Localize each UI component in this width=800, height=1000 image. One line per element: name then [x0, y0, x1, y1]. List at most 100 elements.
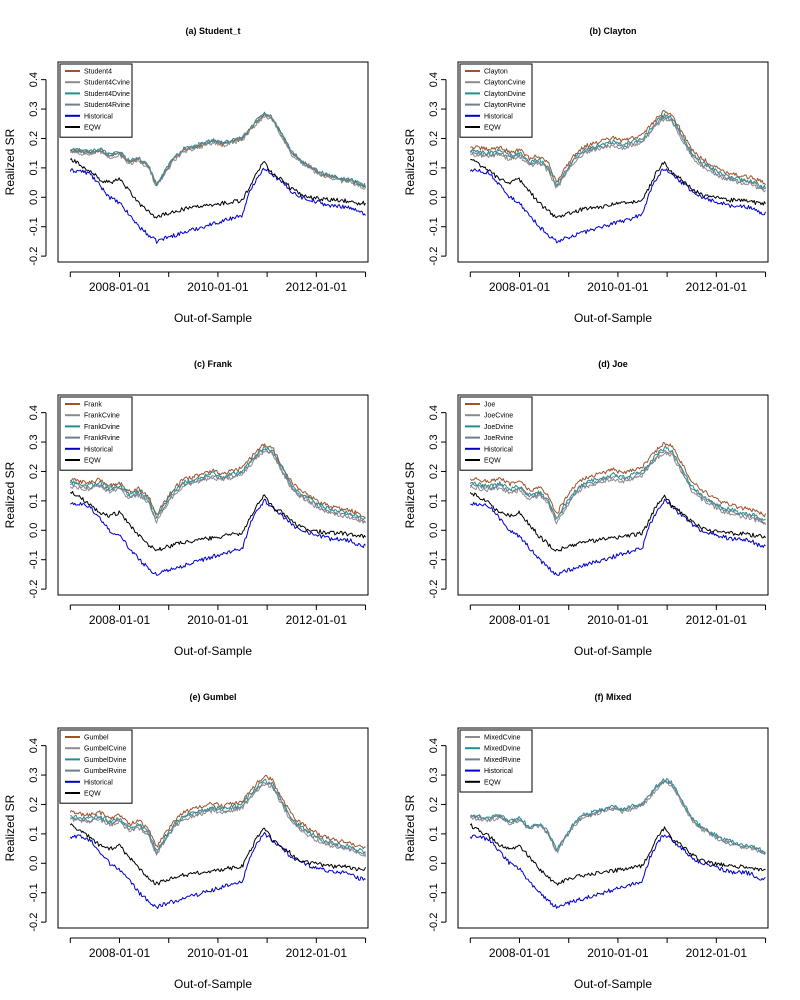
- series-line-EQW: [69, 823, 366, 886]
- series-line-JoeCvine: [469, 451, 766, 525]
- series-line-MixedCvine: [469, 780, 766, 855]
- y-tick-label: 0.1: [428, 826, 440, 841]
- y-axis-label: Realized SR: [403, 128, 417, 195]
- y-tick-label: 0.3: [28, 767, 40, 782]
- y-tick-label: 0.2: [28, 797, 40, 812]
- x-tick-label: 2012-01-01: [686, 280, 748, 294]
- series-line-Historical: [470, 498, 766, 576]
- y-tick-label: 0.1: [28, 826, 40, 841]
- y-tick-label: 0.4: [28, 405, 40, 420]
- series-line-EQW: [469, 823, 766, 886]
- y-tick-label: 0.1: [428, 493, 440, 508]
- y-tick-label: 0.2: [428, 131, 440, 146]
- legend-label: Student4Dvine: [84, 91, 130, 98]
- legend-label: Frank: [84, 402, 102, 409]
- x-tick-label: 2012-01-01: [286, 946, 348, 960]
- legend-label: JoeCvine: [484, 413, 513, 420]
- x-axis-label: Out-of-Sample: [574, 311, 652, 325]
- plot-frame: [457, 394, 769, 596]
- plot-frame: [57, 727, 369, 929]
- legend-label: EQW: [484, 458, 501, 465]
- y-tick-label: 0.4: [428, 405, 440, 420]
- legend-label: ClaytonCvine: [484, 80, 526, 87]
- legend-label: GumbelRvine: [84, 768, 127, 775]
- y-tick-label: 0.2: [28, 464, 40, 479]
- panel-a: (a) Student_t -0.2 -0.1 0.0 0.1 0.2 0.3 0.4 Real…: [3, 26, 369, 325]
- y-axis-label: Realized SR: [3, 794, 17, 861]
- y-tick-label: -0.2: [428, 247, 440, 266]
- panel-e: (e) Gumbel -0.2 -0.1 0.0 0.1 0.2 0.3 0.4 Realize…: [3, 692, 369, 991]
- x-tick-label: 2012-01-01: [686, 613, 748, 627]
- series-line-Historical: [69, 167, 366, 244]
- legend-label: Joe: [484, 402, 495, 409]
- series-line-Gumbel: [69, 774, 366, 850]
- y-tick-label: 0.3: [28, 434, 40, 449]
- x-axis-label: Out-of-Sample: [574, 644, 652, 658]
- x-tick-label: 2010-01-01: [187, 280, 249, 294]
- y-tick-label: 0.0: [428, 523, 440, 538]
- legend-label: Student4Rvine: [84, 102, 130, 109]
- y-tick-label: 0.4: [428, 72, 440, 87]
- chart-title: (e) Gumbel: [189, 692, 236, 702]
- legend-label: ClaytonDvine: [484, 91, 526, 98]
- x-tick-label: 2010-01-01: [587, 613, 649, 627]
- series-line-Clayton: [470, 110, 766, 186]
- y-tick-label: 0.3: [428, 767, 440, 782]
- y-axis-label: Realized SR: [403, 461, 417, 528]
- series-line-GumbelRvine: [70, 781, 366, 856]
- legend-box: [459, 396, 533, 471]
- legend-box: [59, 396, 133, 471]
- y-tick-label: 0.0: [28, 190, 40, 205]
- series-line-MixedRvine: [470, 779, 766, 855]
- panel-d: (d) Joe -0.2 -0.1 0.0 0.1 0.2 0.3 0.4 Realized S…: [403, 359, 769, 658]
- y-tick-label: -0.1: [28, 550, 40, 569]
- x-axis-label: Out-of-Sample: [174, 977, 252, 991]
- panel-c: (c) Frank -0.2 -0.1 0.0 0.1 0.2 0.3 0.4 Realized…: [3, 359, 369, 658]
- chart-title: (f) Mixed: [595, 692, 632, 702]
- series-line-ClaytonDvine: [469, 113, 766, 190]
- legend-label: GumbelCvine: [84, 746, 127, 753]
- legend-label: Historical: [484, 113, 513, 120]
- legend-label: Student4: [84, 69, 112, 76]
- x-tick-label: 2010-01-01: [187, 946, 249, 960]
- y-tick-label: -0.1: [28, 217, 40, 236]
- y-tick-label: 0.1: [428, 160, 440, 175]
- series-line-Historical: [69, 832, 366, 909]
- x-tick-label: 2010-01-01: [587, 946, 649, 960]
- legend-label: FrankCvine: [84, 413, 120, 420]
- legend-label: GumbelDvine: [84, 757, 127, 764]
- x-tick-label: 2012-01-01: [686, 946, 748, 960]
- series-line-Historical: [469, 168, 766, 244]
- y-tick-label: -0.2: [28, 913, 40, 932]
- legend-label: Gumbel: [84, 735, 109, 742]
- x-tick-label: 2012-01-01: [286, 280, 348, 294]
- y-tick-label: 0.4: [28, 72, 40, 87]
- series-line-Student4Rvine: [69, 113, 366, 188]
- legend-label: MixedDvine: [484, 746, 521, 753]
- series-line-Frank: [70, 443, 366, 519]
- x-tick-label: 2010-01-01: [587, 280, 649, 294]
- x-tick-label: 2008-01-01: [89, 280, 151, 294]
- x-tick-label: 2008-01-01: [489, 613, 551, 627]
- legend-label: Historical: [484, 446, 513, 453]
- y-tick-label: -0.1: [28, 883, 40, 902]
- y-axis-label: Realized SR: [3, 128, 17, 195]
- legend-label: EQW: [84, 125, 101, 132]
- series-line-EQW: [69, 158, 366, 219]
- plot-frame: [457, 727, 769, 929]
- y-tick-label: 0.0: [28, 523, 40, 538]
- y-tick-label: -0.1: [428, 550, 440, 569]
- y-tick-label: 0.2: [28, 131, 40, 146]
- plot-frame: [457, 61, 769, 263]
- legend-label: JoeDvine: [484, 424, 513, 431]
- series-line-EQW: [469, 492, 766, 552]
- legend-label: MixedRvine: [484, 757, 521, 764]
- legend-label: EQW: [484, 125, 501, 132]
- chart-title: (a) Student_t: [186, 26, 241, 36]
- series-line-FrankRvine: [69, 448, 366, 523]
- y-tick-label: 0.1: [28, 160, 40, 175]
- chart-title: (c) Frank: [194, 359, 233, 369]
- x-axis-label: Out-of-Sample: [574, 977, 652, 991]
- legend-label: Historical: [84, 446, 113, 453]
- y-tick-label: -0.2: [28, 580, 40, 599]
